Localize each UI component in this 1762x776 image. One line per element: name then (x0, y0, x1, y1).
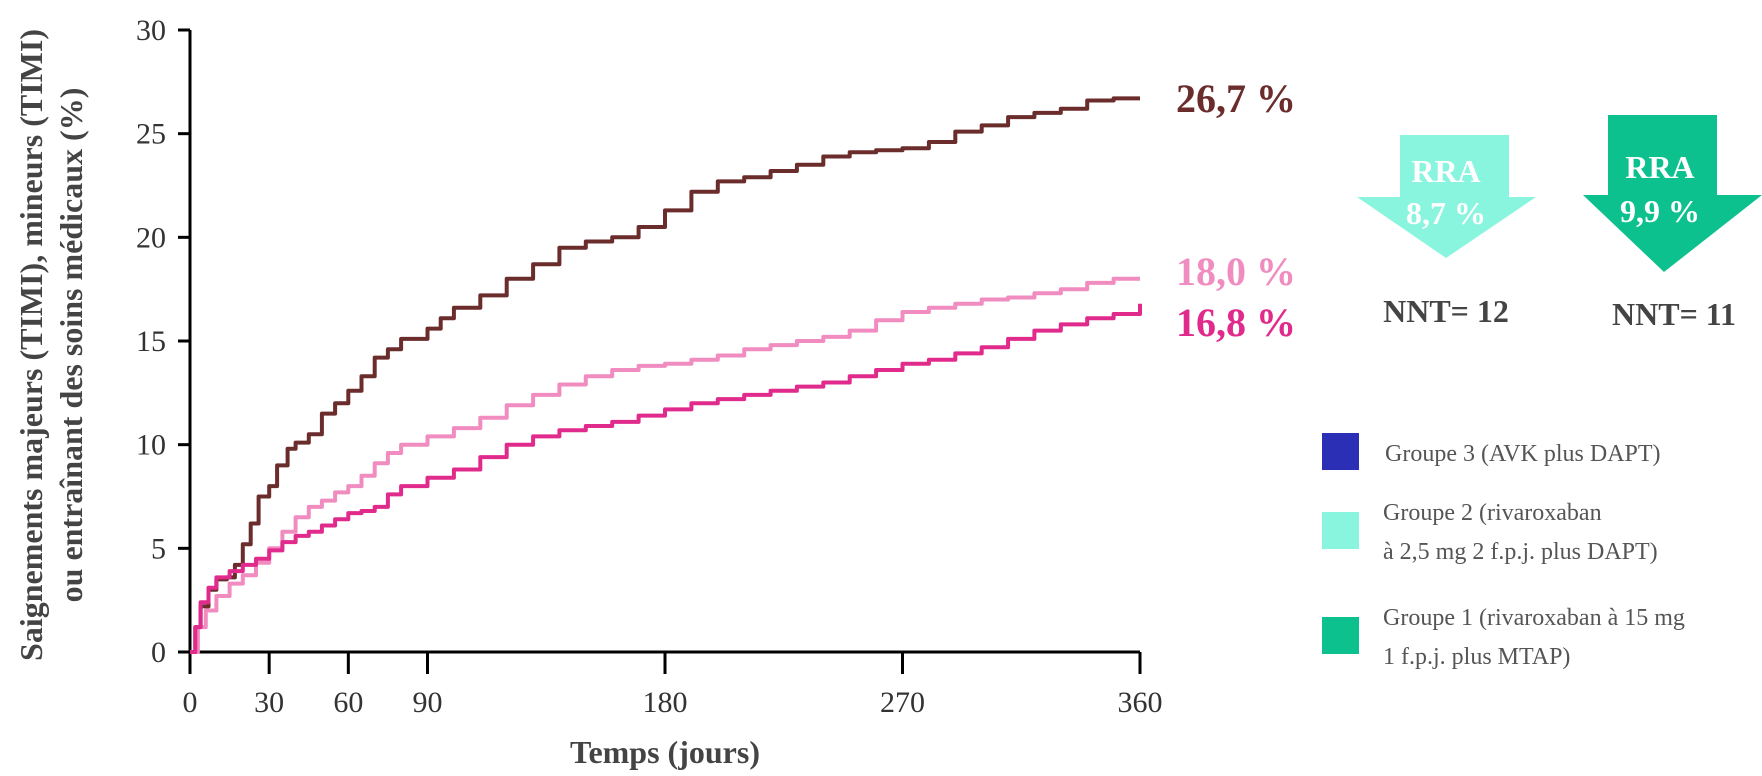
rra-label: RRA (1411, 153, 1480, 189)
legend-label-groupe-1-line2: 1 f.p.j. plus MTAP) (1383, 644, 1570, 670)
x-tick-label: 90 (413, 686, 443, 719)
x-tick-label: 270 (880, 686, 925, 719)
end-label-groupe-2: 18,0 % (1176, 249, 1296, 294)
nnt-value: NNT= 11 (1612, 296, 1736, 332)
y-tick-label: 5 (151, 532, 166, 565)
x-tick-label: 60 (333, 686, 363, 719)
end-label-groupe-3: 26,7 % (1176, 76, 1296, 121)
rra-value: 9,9 % (1620, 193, 1700, 229)
down-arrow-icon (1583, 115, 1762, 272)
legend-label-groupe-3: Groupe 3 (AVK plus DAPT) (1385, 441, 1661, 467)
y-axis-title-line1: Saignements majeurs (TIMI), mineurs (TIM… (13, 29, 49, 661)
y-axis-ticks: 0 5 10 15 20 25 30 (136, 14, 190, 669)
x-axis-ticks: 0 30 60 90 180 270 360 (183, 652, 1163, 719)
series-line-groupe-3-line (190, 96, 1140, 654)
legend-swatch-groupe-2 (1322, 512, 1359, 549)
legend-label-groupe-2-line1: Groupe 2 (rivaroxaban (1383, 500, 1602, 526)
legend-label-groupe-2-line2: à 2,5 mg 2 f.p.j. plus DAPT) (1383, 539, 1658, 565)
x-tick-label: 0 (183, 686, 198, 719)
nnt-value: NNT= 12 (1383, 293, 1509, 329)
legend-swatch-groupe-1 (1322, 617, 1359, 654)
series-layer (190, 96, 1142, 654)
y-tick-label: 0 (151, 636, 166, 669)
y-tick-label: 10 (136, 429, 166, 462)
rra-arrow-groupe-1: RRA 9,9 % NNT= 11 (1583, 115, 1762, 332)
y-axis-title-line2: ou entraînant des soins médicaux (%) (53, 88, 89, 603)
rra-value: 8,7 % (1406, 195, 1486, 231)
down-arrow-icon (1357, 135, 1536, 258)
y-tick-label: 15 (136, 325, 166, 358)
y-tick-label: 30 (136, 14, 166, 47)
x-axis-title: Temps (jours) (570, 734, 760, 770)
end-labels: 26,7 % 18,0 % 16,8 % (1176, 76, 1296, 345)
rra-label: RRA (1625, 149, 1694, 185)
legend-label-groupe-1-line1: Groupe 1 (rivaroxaban à 15 mg (1383, 605, 1685, 631)
legend-swatch-groupe-3 (1322, 433, 1359, 470)
series-line-groupe-2-line (190, 276, 1140, 654)
y-tick-label: 20 (136, 221, 166, 254)
x-tick-label: 180 (643, 686, 688, 719)
series-line-groupe-1-line (190, 303, 1142, 654)
x-tick-label: 30 (254, 686, 284, 719)
x-tick-label: 360 (1118, 686, 1163, 719)
legend: Groupe 3 (AVK plus DAPT) Groupe 2 (rivar… (1322, 433, 1685, 670)
end-label-groupe-1: 16,8 % (1176, 300, 1296, 345)
rra-arrow-groupe-2: RRA 8,7 % NNT= 12 (1357, 135, 1536, 329)
y-axis-title: Saignements majeurs (TIMI), mineurs (TIM… (13, 29, 89, 661)
y-tick-label: 25 (136, 118, 166, 151)
